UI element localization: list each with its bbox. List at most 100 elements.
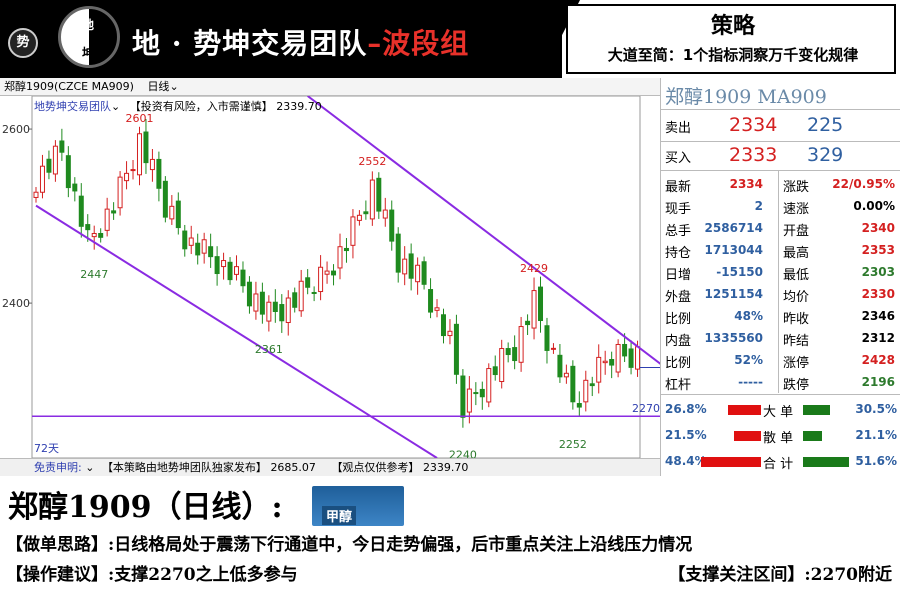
team-title: 地 · 势坤交易团队–波段组 [132,22,469,62]
candle-body [227,261,233,281]
candle-body [389,209,395,242]
buy-row: 买入 2333 329 [661,144,900,170]
candle-body [531,290,537,329]
candle-body [518,326,524,363]
candle-body [615,343,621,373]
quote-row: 外盘 1251154 均价 2330 [661,283,900,305]
quote-value: 48% [734,309,763,323]
candle-body [246,281,252,307]
flow-right-pct: 51.6% [855,454,897,468]
candle-body [65,155,71,189]
analysis-section: 郑醇1909（日线）: 甲醇 【做单思路】:日线格局处于震荡下行通道中，今日走势… [0,476,900,600]
chart-footer: 免责申明: ⌄ 【本策略由地势坤团队独家发布】 2685.07 【观点仅供参考】… [0,458,660,476]
quote-row: 总手 2586714 开盘 2340 [661,217,900,239]
indicator-name[interactable]: 地势坤交易团队 [34,100,111,113]
candle-body [512,347,518,362]
quote-label: 比例 [665,356,692,371]
quote-label: 内盘 [665,334,692,349]
candle-body [486,368,492,403]
buy-bar [803,431,822,441]
candle-body [298,280,304,312]
candle-body [492,366,498,376]
candle-body [382,209,388,219]
support-label: 2270 [632,402,660,415]
buy-price: 2333 [729,144,778,166]
quote-value: 1713044 [704,243,763,257]
candle-body [576,403,582,408]
quote-label: 速涨 [783,202,810,217]
logo-char-top: 地 [82,18,95,32]
quote-label: 最低 [783,268,810,283]
candle-body [440,314,446,337]
candle-body [311,291,317,294]
candle-body [234,266,240,275]
candle-body [369,179,375,220]
quote-value: 22/0.95% [832,177,895,191]
footer-note: 【观点仅供参考】 [331,461,420,474]
period-select[interactable]: 日线⌄ [147,80,178,93]
column-divider [778,171,779,393]
candle-body [208,246,214,258]
chart-header: 郑醇1909(CZCE MA909) 日线⌄ [0,78,660,96]
quote-label: 涨跌 [783,180,810,195]
quote-label: 杠杆 [665,378,692,393]
candle-body [156,158,162,189]
bar-count-label: 72天 [34,442,59,455]
quote-value: ----- [738,375,763,389]
candle-body [408,253,414,279]
candle-body [525,320,531,326]
candle-body [589,383,595,387]
candle-body [91,232,97,238]
quote-value: 2334 [729,177,763,191]
quote-panel: 郑醇1909 MA909 卖出 2334 225 买入 2333 329 最新 2… [660,78,900,476]
chevron-down-icon: ⌄ [111,100,121,113]
disclaimer-label[interactable]: 免责申明: [34,461,82,474]
candle-body [538,286,544,322]
divider [661,141,900,142]
candle-body [499,348,505,383]
flow-left-pct: 21.5% [665,428,707,442]
candle-body [175,200,181,229]
quote-row: 内盘 1335560 昨结 2312 [661,327,900,349]
candle-body [628,348,634,368]
quote-value: 2196 [861,375,895,389]
candle-body [52,145,58,175]
candle-body [292,292,298,308]
buy-bar [803,457,849,467]
quote-value: 0.00% [853,199,895,213]
quote-label: 外盘 [665,290,692,305]
flow-label: 散 单 [763,431,794,446]
candle-body [59,140,65,153]
flow-row: 26.8% 大 单 30.5% [661,400,900,422]
quote-value: 1335560 [704,331,763,345]
quote-row: 日增 -15150 最低 2303 [661,261,900,283]
candle-body [279,304,285,322]
candle-body [473,392,479,395]
quote-value: 2346 [861,309,895,323]
candlestick-chart[interactable]: 2600 2400 2270 2601 2552 2429 2447 2361 2240 22… [0,96,660,458]
indicator-caption: 地势坤交易团队⌄ 【投资有风险，入市需谨慎】 2339.70 [34,98,322,114]
divider [661,394,900,395]
quote-label: 昨结 [783,334,810,349]
symbol-label[interactable]: 郑醇1909(CZCE MA909) [4,80,134,93]
candle-body [583,379,589,403]
sell-volume: 225 [807,114,844,136]
flow-row: 48.4% 合 计 51.6% [661,452,900,474]
candle-body [453,323,459,375]
candle-body [395,233,401,273]
flow-left-pct: 48.4% [665,454,707,468]
quote-label: 跌停 [783,378,810,393]
chevron-down-icon: ⌄ [85,461,95,474]
quote-title: 郑醇1909 MA909 [665,86,827,108]
chart-panel[interactable]: 郑醇1909(CZCE MA909) 日线⌄ 2600 2400 2270 260… [0,78,660,476]
sell-bar [701,457,761,467]
candle-body [46,158,52,173]
candle-body [428,289,434,313]
quote-label: 比例 [665,312,692,327]
candle-body [460,375,466,418]
buy-volume: 329 [807,144,844,166]
candle-body [505,348,511,356]
advice-text: 支撑2270之上低多参与 [114,565,298,585]
quote-row: 现手 2 速涨 0.00% [661,195,900,217]
strategy-box: 策略 大道至简：1个指标洞察万千变化规律 [566,4,896,74]
